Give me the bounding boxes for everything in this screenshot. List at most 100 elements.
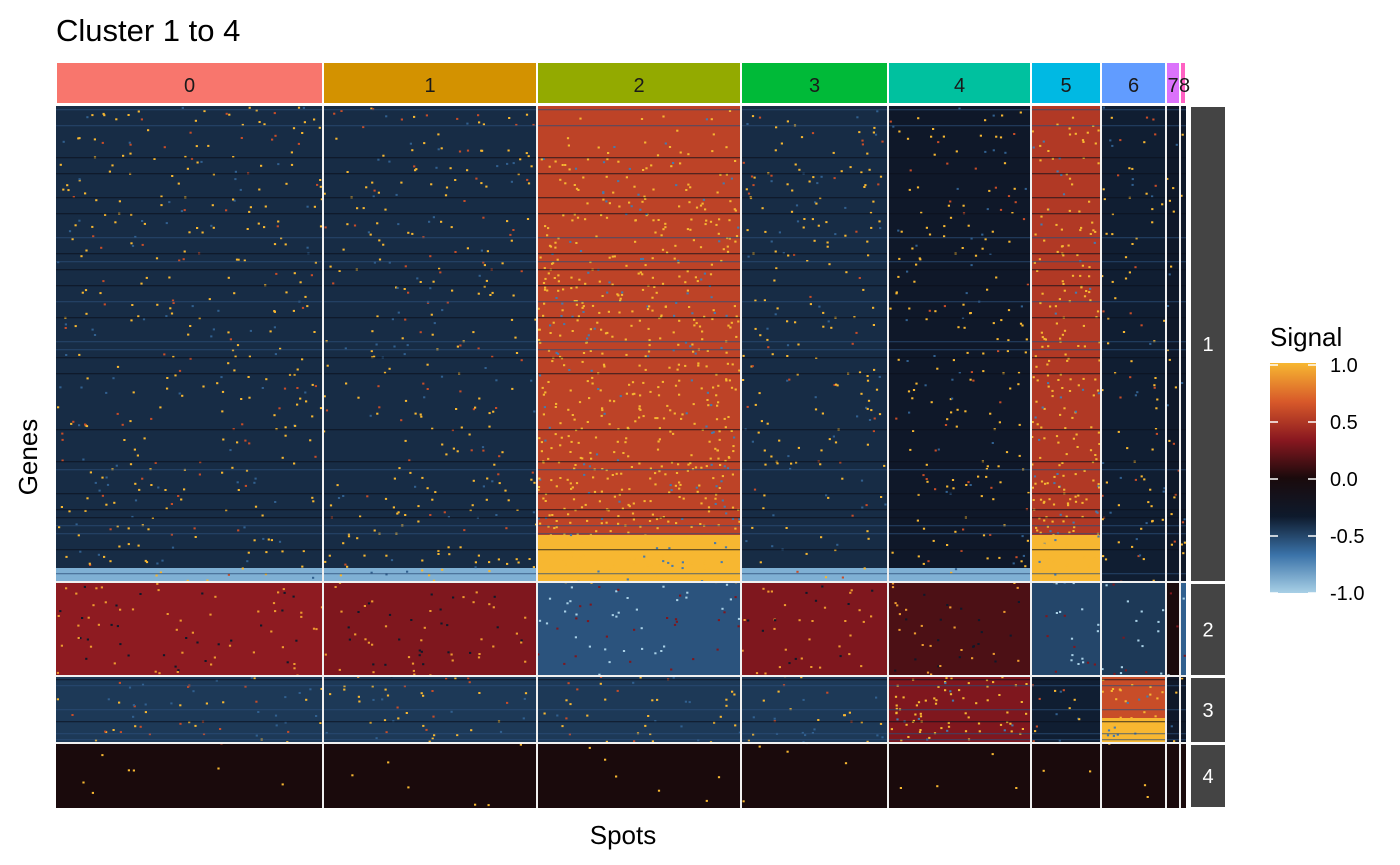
heatmap-speckle	[1151, 208, 1154, 211]
heatmap-speckle	[994, 186, 997, 189]
heatmap-speckle	[1039, 531, 1042, 534]
heatmap-speckle	[726, 245, 729, 248]
heatmap-speckle	[216, 382, 219, 385]
heatmap-speckle	[275, 272, 278, 275]
heatmap-speckle	[549, 324, 552, 327]
heatmap-speckle	[239, 188, 242, 191]
heatmap-speckle	[163, 353, 166, 356]
gene-row-band	[56, 213, 1186, 215]
heatmap-speckle	[553, 554, 556, 557]
heatmap-speckle	[569, 451, 572, 453]
heatmap-speckle	[715, 418, 719, 421]
heatmap-speckle	[1042, 769, 1045, 772]
heatmap-speckle	[825, 221, 828, 224]
heatmap-speckle	[1068, 133, 1072, 136]
heatmap-speckle	[1046, 635, 1049, 638]
heatmap-speckle	[871, 589, 874, 592]
heatmap-speckle	[61, 438, 64, 441]
heatmap-speckle	[414, 485, 417, 488]
heatmap-speckle	[229, 449, 232, 452]
heatmap-speckle	[1039, 302, 1042, 305]
heatmap-speckle	[205, 702, 208, 705]
heatmap-cell	[537, 106, 741, 582]
heatmap-speckle	[261, 387, 264, 389]
heatmap-speckle	[717, 384, 720, 387]
gene-row-band	[56, 125, 1186, 127]
heatmap-speckle	[673, 412, 676, 415]
column-group-label: 6	[1128, 75, 1139, 97]
heatmap-speckle	[358, 700, 361, 703]
heatmap-speckle	[544, 391, 547, 394]
heatmap-speckle	[422, 663, 425, 666]
heatmap-speckle	[1131, 243, 1134, 245]
heatmap-speckle	[451, 659, 454, 662]
heatmap-speckle	[705, 365, 708, 368]
heatmap-speckle	[1152, 118, 1155, 121]
heatmap-speckle	[300, 611, 303, 614]
heatmap-cell	[537, 582, 741, 676]
heatmap-speckle	[662, 560, 665, 563]
heatmap-speckle	[70, 422, 73, 425]
heatmap-speckle	[627, 455, 630, 458]
heatmap-speckle	[1000, 319, 1003, 322]
heatmap-speckle	[118, 701, 121, 704]
gene-row-band	[56, 709, 1186, 711]
heatmap-speckle	[97, 553, 100, 556]
heatmap-speckle	[1065, 564, 1068, 567]
heatmap-speckle	[309, 688, 312, 691]
heatmap-speckle	[398, 467, 401, 470]
heatmap-speckle	[180, 498, 183, 501]
heatmap-speckle	[471, 504, 474, 507]
heatmap-speckle	[1183, 518, 1186, 521]
heatmap-speckle	[91, 328, 94, 331]
heatmap-speckle	[874, 133, 878, 136]
heatmap-speckle	[721, 607, 724, 610]
heatmap-speckle	[248, 106, 251, 109]
heatmap-speckle	[977, 643, 980, 645]
heatmap-speckle	[627, 531, 630, 534]
heatmap-speckle	[790, 210, 794, 213]
heatmap-speckle	[709, 273, 713, 276]
heatmap-speckle	[141, 477, 144, 480]
heatmap-speckle	[484, 367, 487, 369]
heatmap-speckle	[651, 740, 654, 743]
heatmap-speckle	[1040, 215, 1043, 218]
heatmap-speckle	[192, 690, 195, 693]
heatmap-speckle	[754, 299, 757, 302]
heatmap-speckle	[644, 197, 647, 200]
heatmap-speckle	[692, 350, 695, 353]
heatmap-speckle	[1112, 583, 1115, 586]
heatmap-speckle	[686, 228, 689, 231]
heatmap-speckle	[1058, 549, 1062, 552]
heatmap-speckle	[978, 730, 981, 733]
heatmap-speckle	[600, 517, 604, 520]
heatmap-speckle	[689, 186, 692, 189]
heatmap-speckle	[346, 223, 349, 226]
heatmap-speckle	[576, 319, 579, 322]
heatmap-speckle	[1074, 473, 1077, 476]
heatmap-speckle	[144, 703, 147, 706]
heatmap-speckle	[311, 383, 314, 386]
heatmap-speckle	[802, 226, 805, 229]
heatmap-speckle	[621, 507, 624, 510]
heatmap-speckle	[865, 406, 868, 409]
heatmap-speckle	[687, 183, 690, 186]
heatmap-speckle	[605, 216, 609, 219]
heatmap-speckle	[601, 407, 604, 410]
heatmap-speckle	[141, 683, 145, 686]
heatmap-speckle	[639, 408, 642, 411]
heatmap-speckle	[720, 259, 723, 262]
heatmap-speckle	[1062, 689, 1065, 692]
heatmap-speckle	[423, 142, 426, 145]
heatmap-speckle	[908, 188, 911, 191]
heatmap-speckle	[593, 490, 597, 493]
legend-title: Signal	[1270, 322, 1342, 352]
heatmap-speckle	[1097, 392, 1100, 395]
heatmap-speckle	[690, 379, 693, 382]
heatmap-speckle	[1036, 379, 1039, 382]
heatmap-speckle	[1176, 625, 1179, 628]
heatmap-speckle	[727, 324, 730, 327]
heatmap-speckle	[357, 396, 360, 399]
heatmap-speckle	[746, 405, 749, 408]
heatmap-speckle	[1059, 413, 1062, 416]
